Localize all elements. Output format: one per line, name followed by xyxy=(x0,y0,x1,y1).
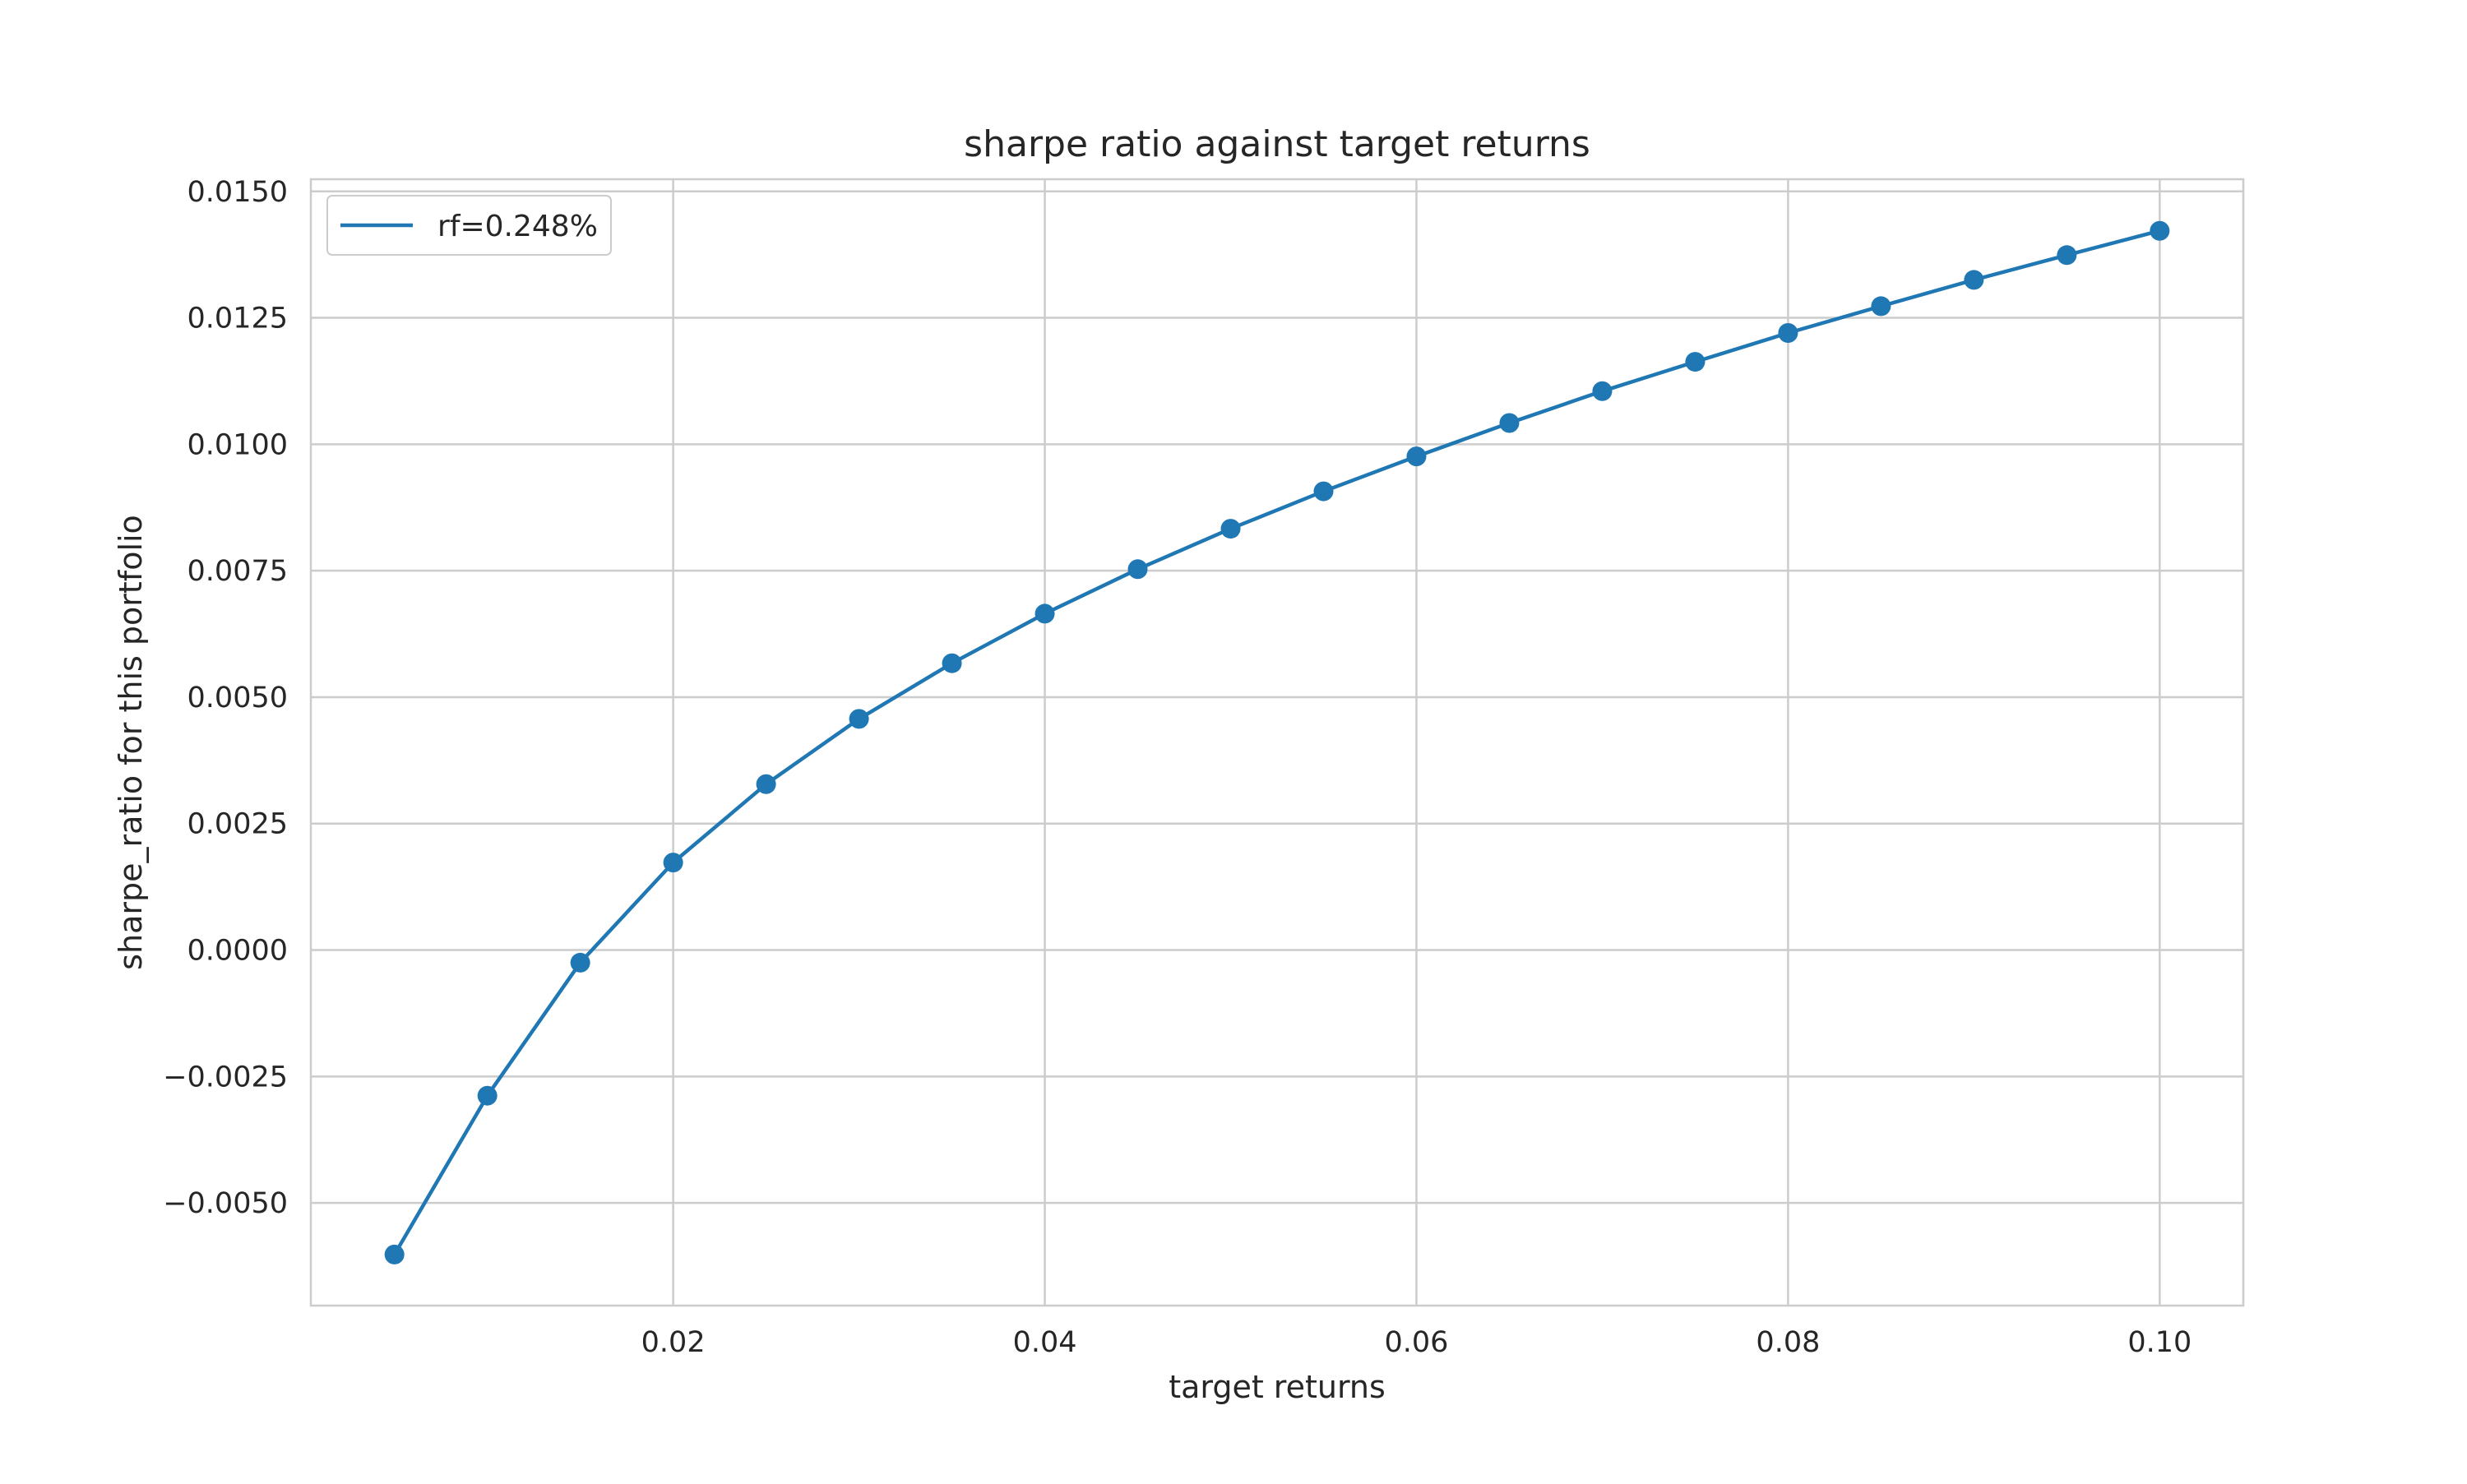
y-tick-label: 0.0075 xyxy=(187,555,288,588)
x-axis-label: target returns xyxy=(1169,1369,1386,1405)
data-point xyxy=(1127,559,1148,580)
y-axis-label: sharpe_ratio for this portfolio xyxy=(113,515,149,970)
data-point xyxy=(1685,352,1706,372)
data-point xyxy=(1871,296,1891,317)
series-line xyxy=(392,229,2160,1256)
data-point xyxy=(942,653,962,673)
x-tick-label: 0.10 xyxy=(2127,1326,2192,1359)
data-point xyxy=(663,853,683,873)
x-tick-label: 0.04 xyxy=(1013,1326,1077,1359)
series-layer xyxy=(384,220,2170,1264)
x-tick-label: 0.08 xyxy=(1756,1326,1820,1359)
data-point xyxy=(849,709,869,729)
data-point xyxy=(1592,381,1613,401)
data-point xyxy=(1406,446,1427,467)
data-point xyxy=(1499,413,1520,433)
legend: rf=0.248% xyxy=(326,195,612,256)
data-point xyxy=(1034,603,1055,624)
data-point xyxy=(1220,519,1241,539)
data-point xyxy=(477,1085,498,1106)
x-tick-label: 0.06 xyxy=(1385,1326,1449,1359)
x-tick-label: 0.02 xyxy=(641,1326,706,1359)
y-tick-label: 0.0150 xyxy=(187,176,288,209)
y-tick-label: 0.0000 xyxy=(187,935,288,968)
data-point xyxy=(570,952,590,973)
y-tick-label: −0.0050 xyxy=(163,1187,288,1220)
plot-frame xyxy=(309,178,2245,1307)
y-tick-label: 0.0100 xyxy=(187,428,288,461)
legend-box xyxy=(326,195,612,256)
data-point xyxy=(756,774,776,794)
data-point xyxy=(1964,270,1984,290)
data-point xyxy=(2057,245,2077,266)
grid xyxy=(311,179,2243,1306)
data-point xyxy=(1313,481,1334,502)
tick-labels: 0.02 0.04 0.06 0.08 0.10 −0.0050 −0.0025 0.0000… xyxy=(163,176,2192,1359)
chart-title: sharpe ratio against target returns xyxy=(964,123,1590,165)
data-point xyxy=(384,1244,405,1264)
data-point xyxy=(1778,323,1798,344)
y-tick-label: 0.0025 xyxy=(187,808,288,841)
y-tick-label: −0.0025 xyxy=(163,1061,288,1093)
data-point xyxy=(2150,220,2170,241)
y-tick-label: 0.0050 xyxy=(187,682,288,714)
legend-label: rf=0.248% xyxy=(437,210,598,243)
y-tick-label: 0.0125 xyxy=(187,303,288,335)
